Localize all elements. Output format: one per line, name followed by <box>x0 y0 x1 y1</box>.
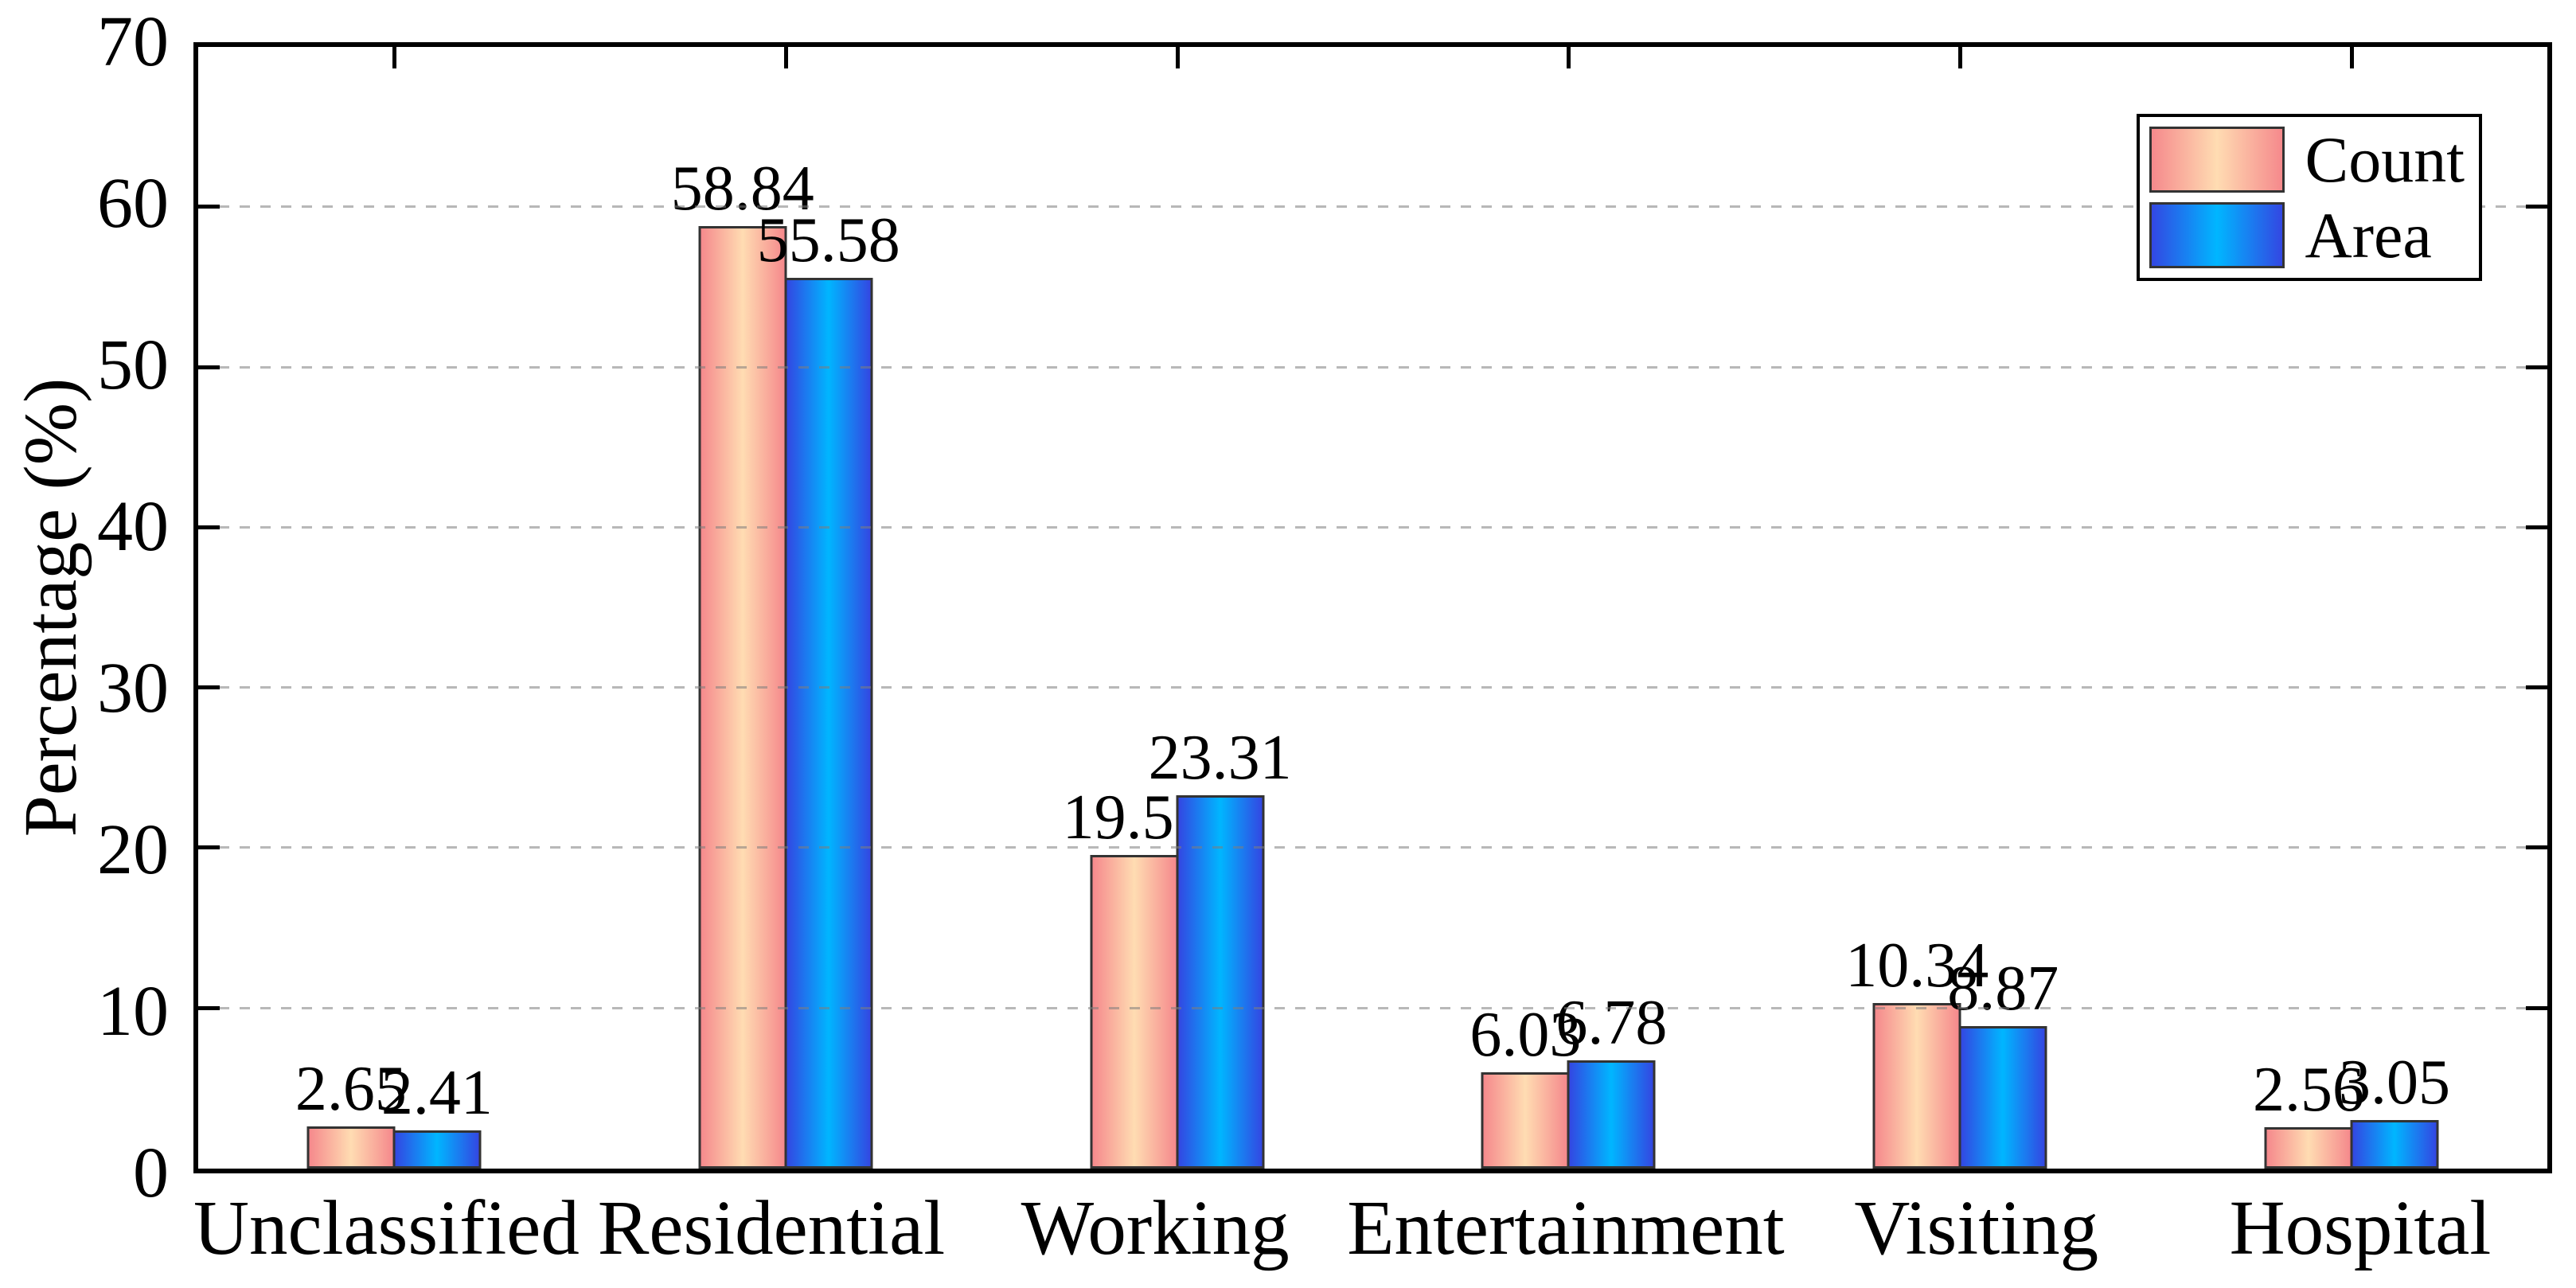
bar-value-label-count-hospital: 2.56 <box>2253 1055 2365 1126</box>
y-axis-tick-labels: 0 10 20 30 40 50 60 70 <box>0 6 169 1209</box>
y-tick-label-30: 30 <box>97 649 169 728</box>
legend-row-count: Count <box>2149 127 2465 193</box>
legend-label-count: Count <box>2305 123 2465 196</box>
bar-value-label-area-unclassified: 2.41 <box>381 1057 493 1128</box>
x-category-label-visiting: Visiting <box>1854 1185 2099 1270</box>
bar-area-unclassified: 2.41 <box>381 1061 493 1169</box>
bar-value-label-area-hospital: 3.05 <box>2339 1047 2451 1118</box>
bar-count-unclassified: 2.65 <box>295 1057 407 1169</box>
bar-group-entertainment: 6.03 6.78 <box>1372 47 1764 1169</box>
bar-pair-unclassified: 2.65 2.41 <box>295 47 493 1169</box>
bar-group-unclassified: 2.65 2.41 <box>198 47 590 1169</box>
bar-group-visiting: 10.34 8.87 <box>1764 47 2156 1169</box>
bar-value-label-area-entertainment: 6.78 <box>1555 987 1668 1058</box>
legend-label-area: Area <box>2305 198 2432 271</box>
x-category-label-hospital: Hospital <box>2229 1185 2492 1270</box>
y-tick-label-70: 70 <box>97 2 169 81</box>
bar-count-hospital: 2.56 <box>2253 1058 2364 1169</box>
x-category-label-entertainment: Entertainment <box>1347 1185 1785 1270</box>
bar-count-visiting: 10.34 <box>1845 934 1989 1169</box>
bar-area-hospital: 3.05 <box>2339 1051 2450 1169</box>
bar-area-entertainment: 6.78 <box>1555 991 1667 1169</box>
bar-count-working: 19.58 <box>1063 786 1206 1169</box>
bar-value-label-count-residential: 58.84 <box>670 153 814 224</box>
legend-row-area: Area <box>2149 202 2465 268</box>
y-tick-label-60: 60 <box>97 164 169 243</box>
legend-swatch-count <box>2149 127 2285 193</box>
y-tick-label-0: 0 <box>133 1134 169 1212</box>
bar-area-working: 23.31 <box>1149 726 1292 1169</box>
bar-pair-working: 19.58 23.31 <box>1063 47 1292 1169</box>
plot-area: 2.65 2.41 58.84 55.58 19.58 23.31 6.03 6.78 10.3… <box>193 42 2552 1173</box>
bar-value-label-count-visiting: 10.34 <box>1845 930 1989 1001</box>
bar-pair-entertainment: 6.03 6.78 <box>1469 47 1667 1169</box>
bar-count-entertainment: 6.03 <box>1469 1003 1581 1169</box>
bar-count-residential: 58.84 <box>671 157 814 1169</box>
bar-pair-residential: 58.84 55.58 <box>671 47 900 1169</box>
bar-area-visiting: 8.87 <box>1947 957 2059 1169</box>
x-category-label-residential: Residential <box>597 1185 946 1270</box>
bar-area-residential: 55.58 <box>757 209 900 1169</box>
bar-pair-hospital: 2.56 3.05 <box>2253 47 2450 1169</box>
y-tick-label-20: 20 <box>97 810 169 889</box>
y-tick-label-50: 50 <box>97 326 169 404</box>
bar-value-label-area-residential: 55.58 <box>756 205 900 276</box>
x-category-label-unclassified: Unclassified <box>193 1185 580 1270</box>
legend: Count Area <box>2136 114 2482 281</box>
legend-swatch-area <box>2149 202 2285 268</box>
bar-value-label-count-unclassified: 2.65 <box>295 1053 407 1124</box>
bar-pair-visiting: 10.34 8.87 <box>1845 47 2059 1169</box>
bar-value-label-area-working: 23.31 <box>1148 722 1292 793</box>
bars-layer: 2.65 2.41 58.84 55.58 19.58 23.31 6.03 6.78 10.3… <box>198 47 2547 1169</box>
x-category-label-working: Working <box>1021 1185 1290 1270</box>
bar-group-residential: 58.84 55.58 <box>590 47 982 1169</box>
x-axis-category-labels: Unclassified Residential Working Entertainm… <box>193 1184 2552 1273</box>
bar-group-working: 19.58 23.31 <box>982 47 1373 1169</box>
bar-value-label-count-entertainment: 6.03 <box>1469 999 1582 1070</box>
y-tick-label-40: 40 <box>97 487 169 566</box>
y-tick-label-10: 10 <box>97 972 169 1051</box>
bar-value-label-area-visiting: 8.87 <box>1947 954 2059 1025</box>
bar-group-hospital: 2.56 3.05 <box>2156 47 2547 1169</box>
